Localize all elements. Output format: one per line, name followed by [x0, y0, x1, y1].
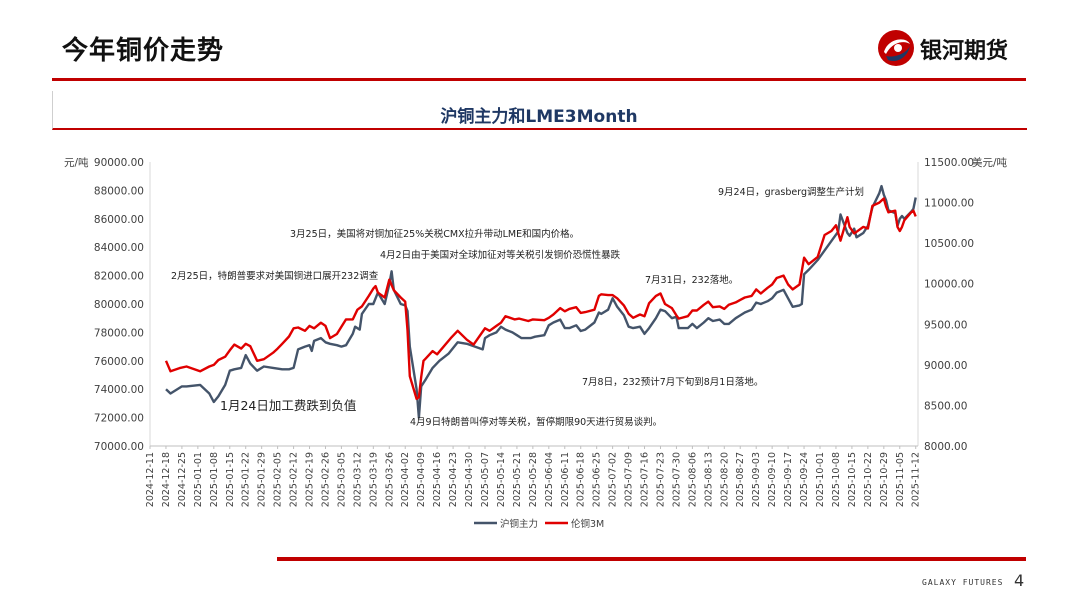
x-tick-label: 2025-05-21 [512, 452, 523, 507]
y-right-tick-label: 9500.00 [924, 319, 967, 331]
y-left-tick-label: 78000.00 [94, 327, 144, 339]
y-left-tick-label: 80000.00 [94, 299, 144, 311]
x-tick-label: 2025-11-12 [911, 452, 922, 507]
x-tick-label: 2024-12-18 [161, 452, 172, 507]
brand-logo: 银河期货 [876, 28, 1026, 68]
x-tick-label: 2025-04-09 [416, 452, 427, 507]
x-tick-label: 2025-02-26 [320, 452, 331, 507]
y-left-tick-label: 90000.00 [94, 157, 144, 169]
annotation-jan24: 1月24日加工费跌到负值 [220, 398, 356, 413]
x-tick-label: 2025-05-28 [528, 452, 539, 507]
annotation-sep24: 9月24日，grasberg调整生产计划 [718, 186, 864, 198]
x-tick-label: 2025-09-24 [799, 452, 810, 507]
y-right-tick-label: 11000.00 [924, 198, 974, 210]
y-left-unit: 元/吨 [64, 156, 89, 169]
y-right-tick-label: 9000.00 [924, 360, 967, 372]
logo-text: 银河期货 [920, 39, 1009, 64]
x-tick-label: 2025-10-08 [831, 452, 842, 507]
x-tick-label: 2025-07-02 [608, 452, 619, 507]
x-tick-label: 2025-08-06 [687, 452, 698, 507]
x-tick-label: 2025-10-22 [863, 452, 874, 507]
x-tick-label: 2025-01-08 [209, 452, 220, 507]
x-tick-label: 2025-07-23 [655, 452, 666, 507]
x-tick-label: 2025-10-15 [847, 452, 858, 507]
y-left-tick-label: 84000.00 [94, 242, 144, 254]
y-right-tick-label: 8500.00 [924, 400, 967, 412]
x-tick-label: 2025-08-13 [703, 452, 714, 507]
y-left-tick-label: 74000.00 [94, 384, 144, 396]
line-chart: 70000.00 72000.00 74000.00 76000.00 78000.00… [64, 156, 1008, 530]
y-right-unit: 美元/吨 [972, 156, 1008, 169]
y-left-tick-label: 86000.00 [94, 214, 144, 226]
y-left-tick-label: 76000.00 [94, 356, 144, 368]
y-right-tick-label: 10500.00 [924, 238, 974, 250]
x-tick-label: 2025-09-03 [751, 452, 762, 507]
bottom-rule [277, 557, 1026, 561]
x-tick-label: 2025-01-01 [193, 452, 204, 507]
x-tick-label: 2025-03-19 [368, 452, 379, 507]
chart-title: 沪铜主力和LME3Month [440, 107, 638, 127]
legend-label-lme: 伦铜3M [571, 518, 604, 530]
y-right-tick-label: 11500.00 [924, 157, 974, 169]
chart-title-frame [52, 91, 1027, 130]
x-tick-label: 2025-03-12 [352, 452, 363, 507]
x-tick-label: 2025-03-05 [336, 452, 347, 507]
x-tick-label: 2025-07-16 [640, 452, 651, 507]
annotation-feb25: 2月25日，特朗普要求对美国铜进口展开232调查 [171, 270, 379, 282]
x-tick-label: 2025-11-05 [895, 452, 906, 507]
page-title: 今年铜价走势 [62, 36, 225, 66]
x-tick-label: 2025-09-10 [767, 452, 778, 507]
x-tick-label: 2025-05-14 [496, 452, 507, 507]
x-tick-label: 2025-04-02 [400, 452, 411, 507]
x-tick-label: 2025-01-22 [241, 452, 252, 507]
x-tick-label: 2025-06-11 [560, 452, 571, 507]
x-tick-label: 2025-04-30 [464, 452, 475, 507]
x-tick-label: 2025-06-25 [592, 452, 603, 507]
top-rule [52, 78, 1026, 81]
x-tick-label: 2025-10-29 [879, 452, 890, 507]
x-tick-label: 2025-08-20 [719, 452, 730, 507]
x-tick-label: 2025-01-29 [257, 452, 268, 507]
x-tick-label: 2025-08-27 [735, 452, 746, 507]
x-tick-label: 2025-05-07 [480, 452, 491, 507]
annotation-apr2: 4月2日由于美国对全球加征对等关税引发铜价恐慌性暴跌 [380, 249, 621, 261]
annotation-mar25: 3月25日，美国将对铜加征25%关税CMX拉升带动LME和国内价格。 [290, 228, 579, 240]
x-tick-label: 2025-06-18 [576, 452, 587, 507]
x-tick-label: 2025-02-12 [289, 452, 300, 507]
galaxy-logo-icon [878, 30, 914, 66]
y-left-tick-label: 72000.00 [94, 413, 144, 425]
x-tick-label: 2025-02-05 [273, 452, 284, 507]
x-tick-label: 2025-02-19 [305, 452, 316, 507]
footer-brand: GALAXY FUTURES [922, 578, 1004, 587]
y-right-tick-label: 10000.00 [924, 279, 974, 291]
series-line-lme [164, 197, 917, 401]
x-tick-label: 2025-07-09 [624, 452, 635, 507]
x-tick-label: 2025-01-15 [225, 452, 236, 507]
x-tick-label: 2025-06-04 [544, 452, 555, 507]
y-left-tick-label: 88000.00 [94, 185, 144, 197]
legend-label-shfe: 沪铜主力 [500, 518, 538, 530]
series-line-shfe [165, 184, 917, 419]
x-tick-label: 2025-09-17 [783, 452, 794, 507]
x-tick-label: 2024-12-11 [145, 452, 156, 507]
annotation-jul31: 7月31日，232落地。 [645, 274, 738, 286]
annotation-jul8: 7月8日，232预计7月下旬到8月1日落地。 [582, 376, 763, 388]
x-tick-label: 2024-12-25 [177, 452, 188, 507]
x-tick-label: 2025-04-16 [432, 452, 443, 507]
page-number: 4 [1014, 571, 1025, 590]
x-tick-label: 2025-04-23 [448, 452, 459, 507]
annotation-apr9: 4月9日特朗普叫停对等关税，暂停期限90天进行贸易谈判。 [410, 416, 662, 428]
y-right-tick-label: 8000.00 [924, 441, 967, 453]
x-tick-label: 2025-03-26 [384, 452, 395, 507]
y-left-tick-label: 70000.00 [94, 441, 144, 453]
y-left-tick-label: 82000.00 [94, 271, 144, 283]
x-tick-label: 2025-10-01 [815, 452, 826, 507]
x-tick-label: 2025-07-30 [671, 452, 682, 507]
